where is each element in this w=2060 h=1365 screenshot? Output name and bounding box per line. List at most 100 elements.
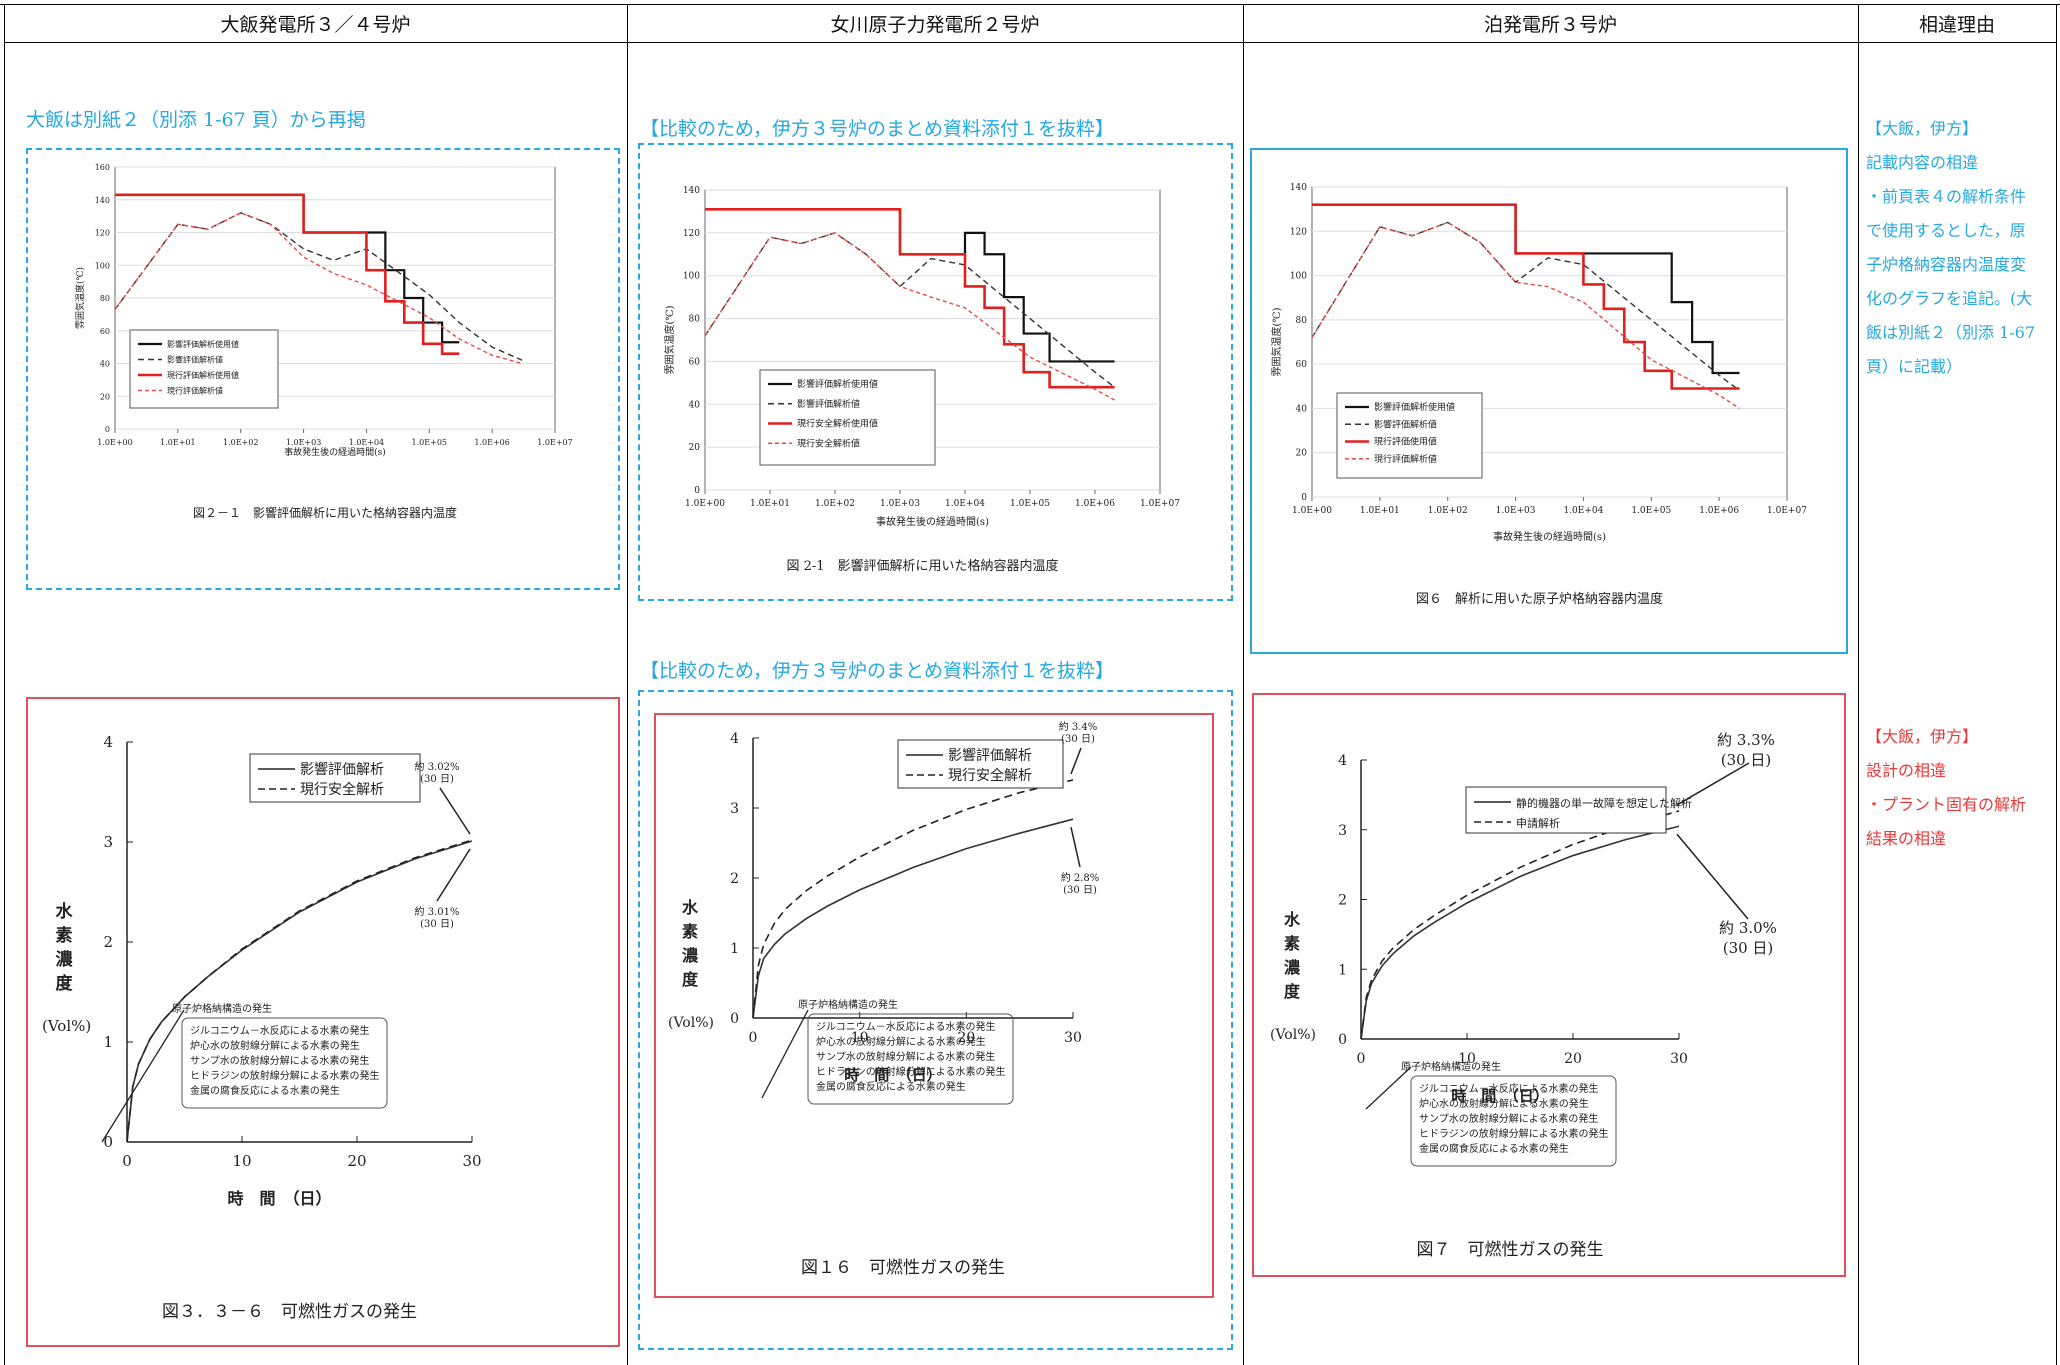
y-tick-label: 4 (1338, 753, 1347, 769)
x-tick-label: 30 (1064, 1030, 1082, 1046)
column-divider-1 (627, 4, 628, 1365)
y-axis-label-char: 濃 (56, 949, 74, 970)
y-tick-label: 0 (1301, 493, 1307, 503)
series-line (1360, 810, 1680, 1040)
annotation-arrow (1070, 747, 1082, 775)
annotation-upper-days: (30 日) (420, 774, 454, 785)
source-item: サンプ水の放射線分解による水素の発生 (190, 1054, 369, 1067)
annotation-upper-value: 約 3.3% (1717, 731, 1775, 749)
y-axis-label-char: 素 (682, 922, 698, 941)
series-line (1312, 203, 1740, 390)
x-tick-label: 1.0E+03 (880, 499, 920, 509)
onagawa-note-1: 【比較のため，伊方３号炉のまとめ資料添付１を抜粋】 (640, 118, 1115, 140)
y-tick-label: 80 (1296, 316, 1308, 326)
y-axis-label-char: 度 (1284, 982, 1301, 1001)
source-heading: 原子炉格納構造の発生 (798, 998, 898, 1011)
y-tick-label: 20 (100, 392, 110, 401)
series-line (1360, 825, 1680, 1040)
y-tick-label: 60 (100, 327, 110, 336)
x-tick-label: 20 (347, 1152, 366, 1170)
ohi-note: 大飯は別紙２（別添 1-67 頁）から再掲 (26, 109, 366, 131)
annotation-arrow (1070, 827, 1081, 868)
x-tick-label: 1.0E+00 (1292, 506, 1332, 516)
legend-box (759, 369, 936, 466)
column-header-ohi: 大飯発電所３／４号炉 (4, 4, 627, 43)
series-line (704, 232, 1115, 401)
annotation-upper-value: 約 3.02% (415, 760, 460, 773)
legend-label: 現行安全解析値 (797, 437, 860, 449)
source-item: ジルコニウム－水反応による水素の発生 (190, 1024, 370, 1037)
x-tick-label: 1.0E+03 (1496, 506, 1536, 516)
x-tick-label: 1.0E+04 (1563, 506, 1603, 516)
x-tick-label: 0 (122, 1152, 132, 1170)
annotation-upper-value: 約 3.4% (1059, 720, 1098, 733)
y-axis-unit: (Vol%) (668, 1015, 714, 1031)
y-tick-label: 0 (730, 1011, 739, 1027)
y-axis-label-char: 水 (1284, 910, 1301, 929)
x-tick-label: 1.0E+05 (412, 438, 447, 447)
onagawa-h2-outer-frame (638, 690, 1233, 1350)
source-item: 炉心水の放射線分解による水素の発生 (190, 1039, 360, 1052)
y-tick-label: 40 (689, 400, 701, 410)
source-item: ジルコニウム－水反応による水素の発生 (816, 1020, 996, 1033)
source-heading: 原子炉格納構造の発生 (172, 1002, 272, 1015)
y-tick-label: 20 (1296, 449, 1308, 459)
legend-label: 影響評価解析 (948, 747, 1032, 764)
series-line (114, 212, 523, 365)
annotation-upper-days: (30 日) (1721, 751, 1772, 769)
source-arrow (761, 1009, 809, 1099)
series-line (1311, 221, 1740, 410)
figure-caption: 図６ 解析に用いた原子炉格納容器内温度 (1416, 591, 1663, 607)
tomari-h2-frame (1252, 693, 1846, 1277)
ohi-temperature-chart: 0 20 40 60 80 100 120 140 160 1.0E+00 1.0E+01 1.0E+… (74, 163, 573, 520)
x-tick-label: 10 (1458, 1051, 1476, 1067)
reason-line: 子炉格納容器内温度変 (1866, 255, 2027, 274)
onagawa-h2-frame (654, 713, 1214, 1298)
y-tick-label: 4 (730, 731, 739, 747)
source-item: ヒドラジンの放射線分解による水素の発生 (190, 1069, 380, 1082)
legend-box (249, 753, 421, 803)
y-tick-label: 140 (1290, 183, 1307, 193)
column-divider-2 (1243, 4, 1244, 1365)
legend-label: 影響評価解析値 (797, 398, 860, 410)
column-header-tomari: 泊発電所３号炉 (1243, 4, 1858, 43)
y-axis-label-char: 水 (682, 898, 699, 917)
source-item: 金属の腐食反応による水素の発生 (816, 1080, 966, 1093)
legend-label: 申請解析 (1516, 816, 1560, 830)
legend-label: 現行評価使用値 (1374, 436, 1437, 448)
legend-box (1465, 786, 1667, 834)
source-item: ヒドラジンの放射線分解による水素の発生 (816, 1065, 1006, 1078)
annotation-lower-value: 約 3.01% (415, 905, 460, 918)
series-line (126, 839, 473, 1143)
y-tick-label: 120 (683, 229, 700, 239)
onagawa-temperature-chart: 0 20 40 60 80 100 120 140 1.0E+00 1.0E+01 1.0E+02 1… (663, 186, 1180, 574)
source-item: サンプ水の放射線分解による水素の発生 (816, 1050, 995, 1063)
y-tick-label: 2 (730, 871, 739, 887)
x-tick-label: 10 (232, 1152, 251, 1170)
x-tick-label: 1.0E+05 (1631, 506, 1671, 516)
source-arrow (101, 1009, 185, 1143)
legend-label: 現行評価解析値 (1374, 453, 1437, 465)
x-tick-label: 20 (957, 1030, 975, 1046)
x-tick-label: 30 (1670, 1051, 1688, 1067)
y-axis-label-char: 素 (1284, 934, 1300, 953)
reason-line: 結果の相違 (1866, 829, 1947, 848)
y-tick-label: 20 (689, 443, 701, 453)
y-tick-label: 0 (1338, 1032, 1347, 1048)
source-item: 金属の腐食反応による水素の発生 (190, 1084, 340, 1097)
reason-group-1: 【大飯，伊方】 記載内容の相違 ・前頁表４の解析条件 で使用するとした，原 子炉… (1866, 112, 2052, 384)
x-axis-label: 事故発生後の経過時間(s) (284, 446, 386, 458)
legend-label: 静的機器の単一故障を想定した解析 (1516, 796, 1692, 810)
legend-label: 影響評価解析使用値 (1374, 401, 1455, 413)
series-line (1311, 221, 1740, 392)
x-tick-label: 1.0E+02 (223, 438, 258, 447)
legend-label: 現行安全解析使用値 (797, 418, 878, 430)
y-tick-label: 1 (1338, 962, 1347, 978)
legend-label: 現行安全解析 (300, 781, 384, 798)
source-item: 金属の腐食反応による水素の発生 (1419, 1142, 1569, 1155)
x-tick-label: 30 (462, 1152, 481, 1170)
x-tick-label: 1.0E+07 (1767, 506, 1807, 516)
figure-caption: 図１６ 可燃性ガスの発生 (801, 1258, 1005, 1278)
